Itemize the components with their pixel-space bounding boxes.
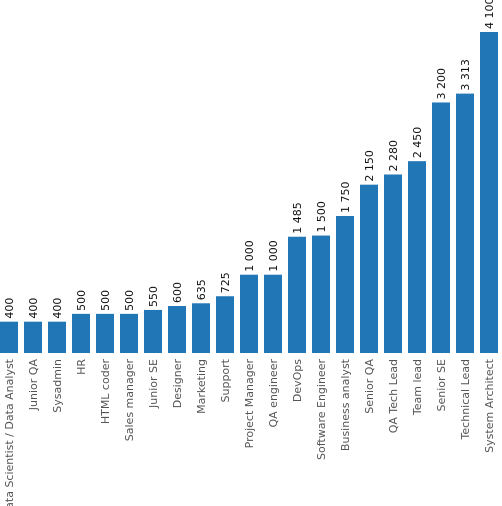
bar-value-label: 400 (51, 298, 64, 319)
value-labels-group: 400 400 400 500 500 500 550 600 635 725 1 000 1 000… (3, 0, 496, 319)
category-label: Team lead (411, 359, 424, 416)
bar-value-label: 1 500 (315, 201, 328, 233)
category-label: QA Tech Lead (387, 359, 400, 433)
bar (456, 93, 474, 354)
category-label: Junior SE (147, 359, 160, 409)
bar-value-label: 600 (171, 282, 184, 303)
bar (0, 321, 18, 353)
category-label: Designer (171, 359, 184, 409)
bar (384, 174, 402, 353)
category-label: Business analyst (339, 358, 352, 451)
category-label: HR (75, 359, 88, 375)
bar-value-label: 500 (99, 290, 112, 311)
category-label: System Architect (483, 358, 496, 453)
bar-value-label: 4 100 (483, 0, 496, 29)
category-labels-group: Data Scientist / Data Analyst Junior QA Sy… (3, 358, 496, 506)
bar-value-label: 1 485 (291, 202, 304, 234)
bar (264, 274, 282, 353)
bar-value-label: 500 (123, 290, 136, 311)
bar (48, 321, 66, 353)
bar-value-label: 635 (195, 279, 208, 300)
bar (168, 306, 186, 353)
bar (360, 184, 378, 353)
category-label: Marketing (195, 359, 208, 414)
bars-group (0, 32, 498, 354)
bar-value-label: 400 (27, 298, 40, 319)
bar (240, 274, 258, 353)
bar-value-label: 2 450 (411, 127, 424, 159)
bar-value-label: 400 (3, 298, 16, 319)
category-label: Project Manager (243, 359, 256, 449)
bar (288, 236, 306, 353)
bar-value-label: 550 (147, 286, 160, 307)
bar (72, 313, 90, 353)
bar (408, 161, 426, 353)
category-label: HTML coder (99, 359, 112, 425)
category-label: Junior QA (27, 359, 40, 412)
bar-value-label: 2 150 (363, 150, 376, 182)
category-label: Senior QA (363, 359, 376, 414)
category-label: Senior SE (435, 359, 448, 412)
category-label: Support (219, 358, 232, 402)
bar-value-label: 2 280 (387, 140, 400, 172)
bar-value-label: 725 (219, 272, 232, 293)
bar (24, 321, 42, 353)
bar (312, 235, 330, 353)
bar-value-label: 1 750 (339, 181, 352, 213)
bar (96, 313, 114, 353)
bar (144, 309, 162, 353)
bar-value-label: 500 (75, 290, 88, 311)
bar (120, 313, 138, 353)
bar (480, 32, 498, 353)
category-label: Technical Lead (459, 359, 472, 440)
bar-value-label: 1 000 (267, 240, 280, 272)
category-label: Sysadmin (51, 359, 64, 413)
category-label: DevOps (291, 359, 304, 402)
bar (432, 102, 450, 354)
category-label: Sales manager (123, 359, 136, 442)
category-label: QA engineer (267, 359, 280, 428)
bar (336, 215, 354, 353)
category-label: Software Engineer (315, 359, 328, 460)
bar (216, 296, 234, 353)
bar-value-label: 3 313 (459, 59, 472, 91)
bar-value-label: 3 200 (435, 68, 448, 100)
bar (192, 303, 210, 353)
category-label: Data Scientist / Data Analyst (3, 358, 16, 506)
bar-value-label: 1 000 (243, 240, 256, 272)
